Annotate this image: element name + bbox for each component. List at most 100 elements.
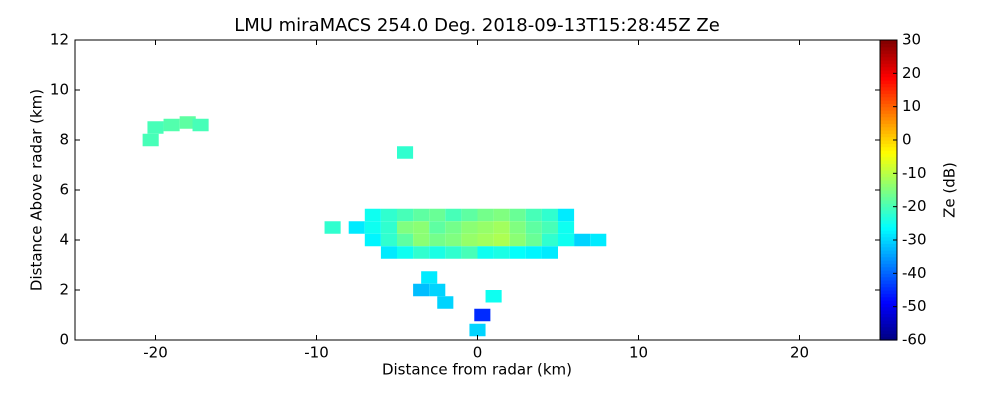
radar-cell	[413, 208, 430, 222]
radar-cell	[380, 221, 397, 234]
colorbar-segment	[880, 140, 897, 144]
radar-cell	[413, 283, 430, 297]
colorbar-segment	[880, 173, 897, 178]
colorbar-segment	[880, 243, 897, 248]
colorbar-segment	[880, 110, 897, 114]
colorbar-segment	[880, 93, 897, 98]
colorbar-segment	[880, 260, 897, 264]
radar-cell	[397, 146, 414, 159]
colorbar-segment	[880, 240, 897, 244]
radar-cell	[493, 208, 510, 222]
colorbar-segment	[880, 156, 897, 161]
colorbar-segment	[880, 106, 897, 111]
x-axis-label: Distance from radar (km)	[382, 361, 572, 379]
colorbar-segment	[880, 276, 897, 281]
radar-cell	[469, 323, 486, 337]
radar-cell	[474, 308, 491, 322]
radar-cell	[397, 208, 414, 222]
colorbar-segment	[880, 193, 897, 198]
radar-cell	[558, 221, 575, 234]
colorbar-segment	[880, 320, 897, 324]
colorbar-segment	[880, 310, 897, 314]
colorbar-segment	[880, 50, 897, 54]
y-tick-label: 4	[59, 231, 69, 249]
colorbar-segment	[880, 186, 897, 191]
colorbar-segment	[880, 336, 897, 341]
colorbar-segment	[880, 213, 897, 218]
colorbar-segment	[880, 330, 897, 334]
y-tick-label: 8	[59, 131, 69, 149]
radar-cell	[324, 221, 341, 234]
y-tick-label: 0	[59, 331, 69, 349]
colorbar-segment	[880, 53, 897, 58]
radar-cell	[509, 246, 526, 259]
colorbar-tick-label: -60	[902, 331, 927, 349]
radar-cell	[509, 221, 526, 234]
colorbar-segment	[880, 170, 897, 174]
colorbar-segment	[880, 76, 897, 81]
colorbar-segment	[880, 73, 897, 78]
radar-cell	[429, 246, 446, 259]
colorbar-segment	[880, 246, 897, 251]
colorbar-segment	[880, 113, 897, 118]
colorbar-tick-label: -30	[902, 231, 927, 249]
radar-cell	[179, 116, 196, 129]
colorbar-segment	[880, 230, 897, 234]
colorbar-segment	[880, 150, 897, 154]
y-axis-label: Distance Above radar (km)	[28, 89, 46, 291]
colorbar-tick-label: -10	[902, 164, 927, 182]
radar-cell	[574, 233, 591, 247]
radar-cell	[445, 233, 462, 247]
radar-cell	[364, 221, 381, 234]
colorbar-segment	[880, 96, 897, 101]
colorbar-segment	[880, 333, 897, 338]
colorbar-segment	[880, 273, 897, 278]
colorbar-segment	[880, 306, 897, 311]
colorbar-segment	[880, 176, 897, 181]
colorbar-frame	[879, 39, 898, 341]
colorbar-segment	[880, 206, 897, 211]
colorbar-segment	[880, 270, 897, 274]
colorbar-segment	[880, 160, 897, 164]
colorbar-segment	[880, 323, 897, 328]
radar-cell	[429, 283, 446, 297]
colorbar-segment	[880, 200, 897, 204]
x-tick-label: -20	[143, 344, 168, 362]
radar-cell	[445, 246, 462, 259]
radar-cell	[348, 221, 365, 234]
colorbar-segment	[880, 236, 897, 241]
radar-cell	[429, 221, 446, 234]
radar-cell	[558, 208, 575, 222]
colorbar-segment	[880, 316, 897, 321]
chart-title: LMU miraMACS 254.0 Deg. 2018-09-13T15:28…	[234, 15, 720, 36]
x-tick-label: 0	[473, 344, 483, 362]
colorbar-segment	[880, 220, 897, 224]
colorbar-segment	[880, 63, 897, 68]
colorbar-segment	[880, 223, 897, 228]
radar-cell	[525, 221, 542, 234]
radar-cell	[477, 221, 494, 234]
radar-cell	[558, 233, 575, 247]
radar-cell	[147, 121, 164, 134]
colorbar-segment	[880, 43, 897, 48]
colorbar-segment	[880, 100, 897, 104]
radar-cell	[509, 208, 526, 222]
colorbar-segment	[880, 153, 897, 158]
radar-cell	[541, 233, 558, 247]
radar-cell	[493, 233, 510, 247]
y-tick-label: 2	[59, 281, 69, 299]
radar-cell	[413, 246, 430, 259]
radar-cell	[397, 221, 414, 234]
radar-cell	[397, 233, 414, 247]
radar-cell	[461, 221, 478, 234]
radar-cell	[590, 233, 607, 247]
colorbar-segment	[880, 83, 897, 88]
colorbar-tick-label: 10	[902, 97, 921, 115]
colorbar-segment	[880, 163, 897, 168]
colorbar-segment	[880, 263, 897, 268]
colorbar-segment	[880, 40, 897, 44]
colorbar-segment	[880, 120, 897, 124]
radar-cell	[413, 221, 430, 234]
colorbar-segment	[880, 266, 897, 271]
